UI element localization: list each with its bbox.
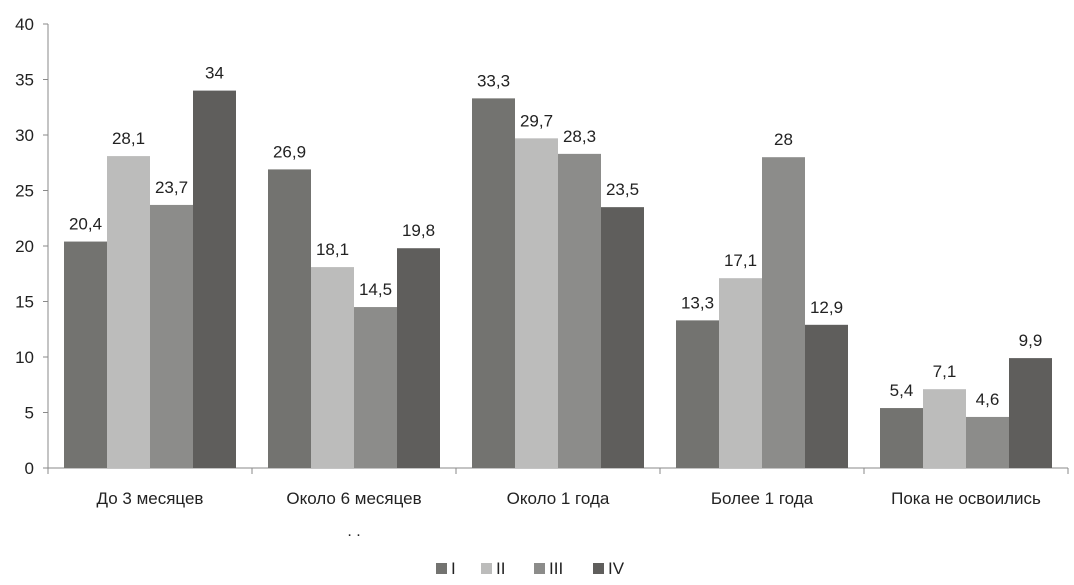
- bar-ii-1: [107, 156, 150, 468]
- category-label: Более 1 года: [711, 489, 814, 508]
- bar-ii-2: [311, 267, 354, 468]
- bars: [64, 90, 1052, 469]
- data-label: 14,5: [359, 280, 392, 299]
- legend-swatch-ii: [481, 563, 492, 574]
- data-label: 33,3: [477, 71, 510, 90]
- data-label: 34: [205, 64, 224, 83]
- legend-label: III: [549, 559, 563, 578]
- data-label: 19,8: [402, 221, 435, 240]
- category-label: Пока не освоились: [891, 489, 1041, 508]
- data-label: 28,1: [112, 129, 145, 148]
- legend-swatch-iii: [534, 563, 545, 574]
- bar-iii-1: [150, 204, 193, 468]
- data-label: 4,6: [976, 390, 1000, 409]
- legend: I II III IV: [436, 559, 625, 578]
- data-label: 28,3: [563, 127, 596, 146]
- legend-label: II: [496, 559, 505, 578]
- data-label: 17,1: [724, 251, 757, 270]
- category-label: Около 6 месяцев: [286, 489, 421, 508]
- bar-i-4: [676, 320, 719, 468]
- y-tick-label: 15: [15, 293, 34, 312]
- y-tick-label: 40: [15, 15, 34, 34]
- bar-ii-3: [515, 138, 558, 468]
- data-label: 20,4: [69, 215, 102, 234]
- data-label: 23,7: [155, 178, 188, 197]
- data-label: 18,1: [316, 240, 349, 259]
- bar-i-1: [64, 241, 107, 468]
- y-tick-label: 0: [25, 459, 34, 478]
- bar-ii-4: [719, 278, 762, 468]
- category-label: До 3 месяцев: [97, 489, 204, 508]
- data-label: 26,9: [273, 142, 306, 161]
- y-tick-label: 10: [15, 348, 34, 367]
- bar-i-5: [880, 408, 923, 468]
- data-label: 13,3: [681, 293, 714, 312]
- bar-ii-5: [923, 389, 966, 468]
- data-label: 5,4: [890, 381, 914, 400]
- bar-iii-4: [762, 157, 805, 468]
- bar-iv-4: [805, 324, 848, 468]
- y-tick-label: 35: [15, 71, 34, 90]
- data-label: 7,1: [933, 362, 957, 381]
- data-label: 9,9: [1019, 331, 1043, 350]
- data-label: 23,5: [606, 180, 639, 199]
- category-label: Около 1 года: [507, 489, 610, 508]
- y-tick-label: 5: [25, 404, 34, 423]
- bar-iii-2: [354, 307, 397, 468]
- y-tick-label: 25: [15, 182, 34, 201]
- bar-iv-2: [397, 248, 440, 468]
- y-tick-label: 20: [15, 237, 34, 256]
- bar-i-2: [268, 169, 311, 468]
- data-labels: 20,4 28,1 23,7 34 26,9 18,1 14,5 19,8 33,3 29,7 28…: [69, 64, 1042, 409]
- legend-swatch-iv: [593, 563, 604, 574]
- legend-label: I: [451, 559, 456, 578]
- data-label: 29,7: [520, 111, 553, 130]
- bar-iv-1: [193, 90, 236, 468]
- bar-iii-5: [966, 416, 1009, 468]
- legend-swatch-i: [436, 563, 447, 574]
- y-tick-label: 30: [15, 126, 34, 145]
- legend-label: IV: [608, 559, 625, 578]
- bar-iv-3: [601, 207, 644, 468]
- bar-i-3: [472, 98, 515, 469]
- data-label: 28: [774, 130, 793, 149]
- data-label: 12,9: [810, 298, 843, 317]
- bar-iii-3: [558, 153, 601, 468]
- category-note: . .: [347, 523, 360, 540]
- bar-iv-5: [1009, 358, 1052, 468]
